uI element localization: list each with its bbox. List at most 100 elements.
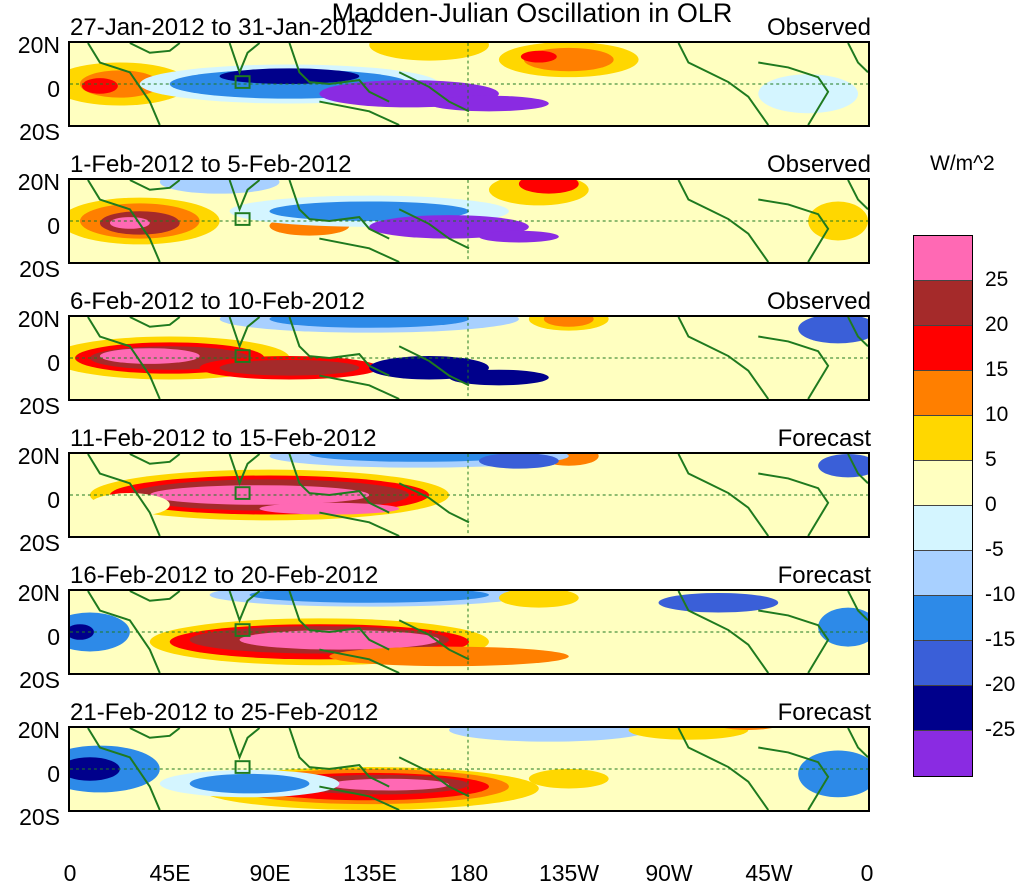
colorbar-swatch bbox=[914, 371, 972, 416]
panel-date-range: 11-Feb-2012 to 15-Feb-2012 bbox=[70, 425, 377, 452]
olr-anomaly-contour bbox=[608, 219, 769, 262]
olr-anomaly-contour bbox=[520, 50, 557, 63]
map-frame bbox=[68, 726, 870, 812]
map-frame bbox=[68, 41, 870, 127]
colorbar-tick-label: -10 bbox=[985, 583, 1016, 606]
olr-anomaly-contour bbox=[449, 728, 649, 742]
olr-anomaly-contour bbox=[688, 483, 849, 527]
map-canvas bbox=[70, 317, 868, 399]
olr-anomaly-contour bbox=[708, 361, 829, 394]
map-frame bbox=[68, 452, 870, 538]
panel-date-range: 1-Feb-2012 to 5-Feb-2012 bbox=[70, 151, 352, 178]
olr-anomaly-field bbox=[70, 317, 868, 394]
olr-anomaly-field bbox=[70, 43, 859, 125]
coastlines bbox=[87, 180, 868, 262]
map-canvas bbox=[70, 180, 868, 262]
olr-anomaly-contour bbox=[70, 612, 130, 652]
colorbar-tick-label: -5 bbox=[985, 538, 1004, 561]
map-panel: 6-Feb-2012 to 10-Feb-2012 Observed 20N 0 20S bbox=[0, 288, 1021, 427]
colorbar-swatch bbox=[914, 551, 972, 596]
map-panel: 16-Feb-2012 to 20-Feb-2012 Forecast 20N 0 20… bbox=[0, 562, 1021, 701]
lat-tick-label: 0 bbox=[47, 624, 60, 650]
panel-status-label: Forecast bbox=[777, 425, 871, 452]
olr-anomaly-contour bbox=[239, 630, 440, 650]
panel-date-range: 27-Jan-2012 to 31-Jan-2012 bbox=[70, 14, 373, 41]
olr-anomaly-contour bbox=[758, 74, 859, 114]
lat-tick-label: 20S bbox=[19, 393, 60, 419]
lat-tick-label: 20N bbox=[17, 443, 60, 469]
lat-tick-label: 20N bbox=[17, 717, 60, 743]
colorbar-swatch bbox=[914, 416, 972, 461]
colorbar-swatch bbox=[914, 281, 972, 326]
olr-anomaly-field bbox=[70, 591, 868, 667]
colorbar-tick-label: 20 bbox=[985, 313, 1009, 336]
colorbar-tick-label: -15 bbox=[985, 628, 1016, 651]
olr-anomaly-contour bbox=[818, 607, 868, 647]
lat-tick-label: 20N bbox=[17, 306, 60, 332]
map-frame bbox=[68, 589, 870, 675]
olr-anomaly-contour bbox=[618, 88, 759, 125]
olr-anomaly-contour bbox=[478, 454, 559, 469]
colorbar-tick-label: 25 bbox=[985, 268, 1009, 291]
lon-tick-label: 90W bbox=[645, 860, 693, 886]
olr-anomaly-contour bbox=[219, 359, 360, 376]
map-canvas bbox=[70, 454, 868, 536]
coastlines bbox=[87, 591, 868, 673]
panel-status-label: Observed bbox=[766, 14, 871, 41]
longitude-axis: 0 45E 90E 135E 180 135W 90W 45W 0 bbox=[0, 860, 1021, 887]
lat-tick-label: 0 bbox=[47, 761, 60, 787]
olr-anomaly-contour bbox=[259, 502, 400, 515]
map-panel: 27-Jan-2012 to 31-Jan-2012 Observed 20N 0 20… bbox=[0, 14, 1021, 153]
olr-anomaly-contour bbox=[449, 369, 549, 386]
olr-anomaly-contour bbox=[249, 591, 489, 603]
olr-anomaly-contour bbox=[369, 43, 489, 61]
olr-anomaly-contour bbox=[70, 624, 94, 640]
olr-anomaly-contour bbox=[369, 215, 529, 239]
olr-anomaly-contour bbox=[528, 769, 609, 789]
map-panel: 21-Feb-2012 to 25-Feb-2012 Forecast 20N 0 20… bbox=[0, 699, 1021, 838]
colorbar-swatch bbox=[914, 641, 972, 686]
lon-tick-label: 0 bbox=[63, 860, 77, 886]
lat-tick-label: 0 bbox=[47, 213, 60, 239]
olr-anomaly-contour bbox=[658, 592, 779, 613]
olr-anomaly-contour bbox=[628, 728, 749, 740]
lat-tick-label: 20S bbox=[19, 530, 60, 556]
colorbar-swatch bbox=[914, 686, 972, 731]
panel-status-label: Forecast bbox=[777, 562, 871, 589]
panel-date-range: 16-Feb-2012 to 20-Feb-2012 bbox=[70, 562, 379, 589]
lon-tick-label: 135W bbox=[538, 860, 600, 886]
colorbar-tick-label: 0 bbox=[985, 493, 997, 516]
olr-anomaly-contour bbox=[81, 78, 118, 94]
map-canvas bbox=[70, 728, 868, 810]
olr-anomaly-contour bbox=[329, 778, 450, 791]
colorbar-tick-label: 15 bbox=[985, 358, 1009, 381]
lat-tick-label: 0 bbox=[47, 487, 60, 513]
lat-tick-label: 0 bbox=[47, 350, 60, 376]
lat-tick-label: 20S bbox=[19, 256, 60, 282]
lat-tick-label: 20N bbox=[17, 169, 60, 195]
lon-tick-label: 0 bbox=[860, 860, 874, 886]
olr-anomaly-contour bbox=[89, 493, 170, 517]
olr-anomaly-contour bbox=[518, 180, 579, 194]
colorbar-swatch bbox=[914, 596, 972, 641]
colorbar-tick-label: -25 bbox=[985, 718, 1016, 741]
lat-tick-label: 20S bbox=[19, 804, 60, 830]
lat-tick-label: 20S bbox=[19, 667, 60, 693]
olr-anomaly-contour bbox=[543, 317, 594, 327]
olr-anomaly-contour bbox=[818, 454, 868, 478]
olr-anomaly-contour bbox=[189, 773, 310, 794]
map-panel: 1-Feb-2012 to 5-Feb-2012 Observed 20N 0 20S bbox=[0, 151, 1021, 290]
map-frame bbox=[68, 178, 870, 264]
olr-anomaly-contour bbox=[149, 485, 370, 505]
coastlines bbox=[87, 728, 868, 810]
olr-anomaly-contour bbox=[269, 317, 469, 328]
lon-tick-label: 90E bbox=[249, 860, 291, 886]
olr-anomaly-contour bbox=[309, 454, 529, 462]
panel-status-label: Observed bbox=[766, 151, 871, 178]
lat-tick-label: 20N bbox=[17, 32, 60, 58]
olr-anomaly-contour bbox=[429, 95, 549, 112]
colorbar bbox=[913, 235, 973, 777]
panel-date-range: 21-Feb-2012 to 25-Feb-2012 bbox=[70, 699, 379, 726]
lon-tick-label: 45W bbox=[745, 860, 793, 886]
olr-anomaly-contour bbox=[478, 230, 559, 243]
